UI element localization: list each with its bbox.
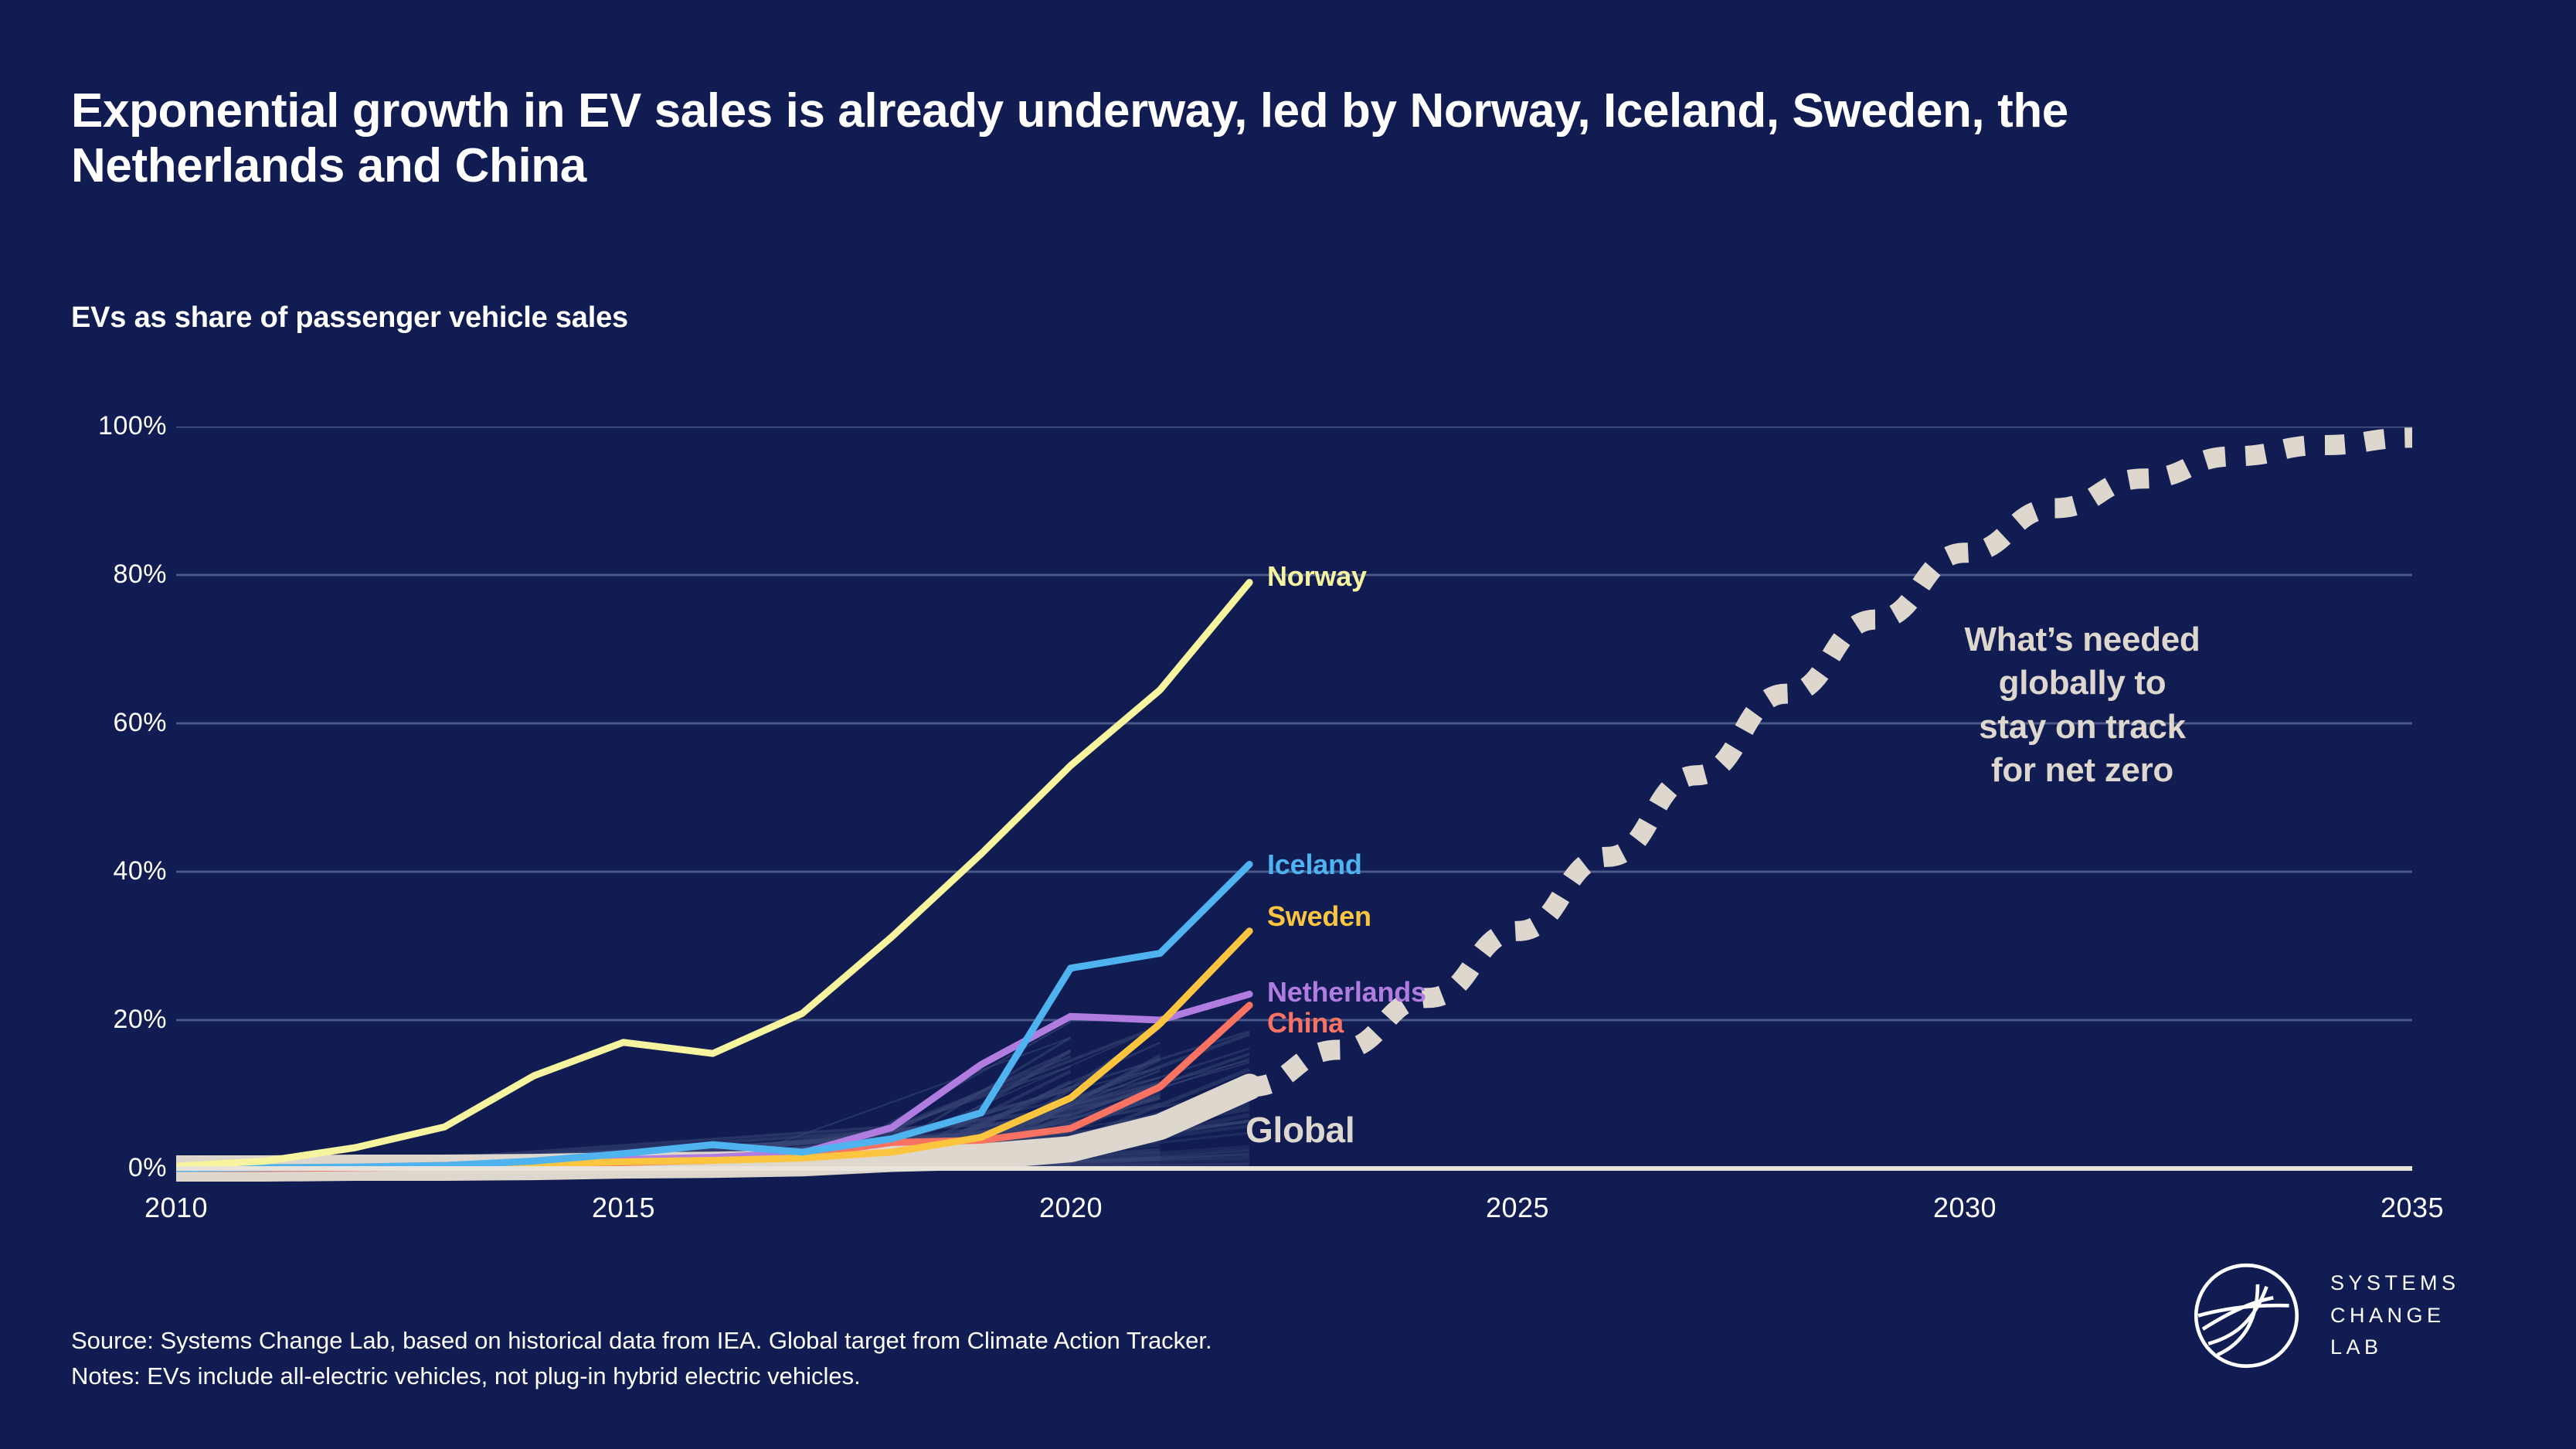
logo-line-1: SYSTEMS bbox=[2330, 1270, 2460, 1294]
y-axis-tick-100: 100% bbox=[98, 411, 167, 440]
series-label-global: Global bbox=[1246, 1110, 1355, 1150]
logo-line-3: LAB bbox=[2330, 1335, 2383, 1359]
x-axis-tick-2015: 2015 bbox=[591, 1192, 656, 1223]
y-axis-tick-60: 60% bbox=[113, 708, 167, 737]
y-axis-tick-80: 80% bbox=[113, 560, 167, 589]
systems-change-lab-globe-icon bbox=[2194, 1263, 2299, 1369]
series-label-iceland: Iceland bbox=[1267, 849, 1362, 880]
logo-text: SYSTEMS CHANGE LAB bbox=[2330, 1267, 2460, 1365]
notes-text: Notes: EVs include all-electric vehicles… bbox=[71, 1362, 861, 1389]
x-axis-tick-2010: 2010 bbox=[144, 1192, 209, 1223]
y-axis-tick-0: 0% bbox=[127, 1153, 167, 1182]
logo: SYSTEMS CHANGE LAB bbox=[2190, 1260, 2460, 1372]
source-text: Source: Systems Change Lab, based on his… bbox=[71, 1327, 1212, 1354]
x-axis-tick-2035: 2035 bbox=[2380, 1192, 2445, 1223]
footer: Source: Systems Change Lab, based on his… bbox=[71, 1323, 1212, 1394]
target-annotation-line-3: stay on track bbox=[1979, 707, 2186, 746]
chart-canvas bbox=[176, 427, 2412, 1182]
plot-area bbox=[176, 427, 2412, 1182]
target-annotation: What’s needed globally to stay on track … bbox=[1897, 618, 2268, 792]
y-axis-tick-40: 40% bbox=[113, 856, 167, 886]
target-annotation-line-4: for net zero bbox=[1991, 750, 2173, 789]
series-label-sweden: Sweden bbox=[1267, 900, 1371, 932]
target-annotation-line-1: What’s needed bbox=[1964, 621, 2200, 658]
chart-subtitle: EVs as share of passenger vehicle sales bbox=[71, 301, 628, 334]
logo-line-2: CHANGE bbox=[2330, 1303, 2445, 1327]
series-label-netherlands: Netherlands bbox=[1267, 976, 1426, 1008]
x-axis-tick-2030: 2030 bbox=[1932, 1192, 1997, 1223]
page-title: Exponential growth in EV sales is alread… bbox=[71, 84, 2068, 193]
series-label-china: China bbox=[1267, 1007, 1344, 1039]
y-axis-tick-20: 20% bbox=[113, 1005, 167, 1034]
x-axis-tick-2025: 2025 bbox=[1485, 1192, 1550, 1223]
x-axis-tick-2020: 2020 bbox=[1038, 1192, 1103, 1223]
target-annotation-line-2: globally to bbox=[1998, 664, 2166, 702]
series-label-norway: Norway bbox=[1267, 560, 1367, 592]
